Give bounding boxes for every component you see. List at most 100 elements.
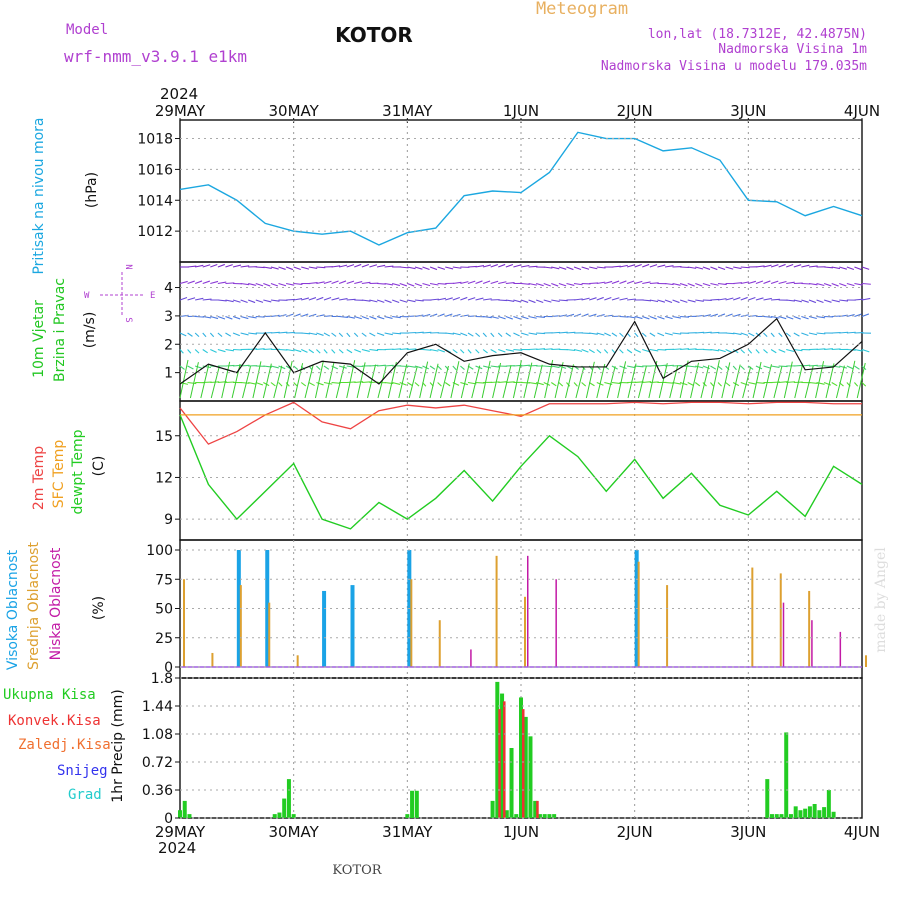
wind-barb	[225, 315, 233, 320]
wind-barb	[733, 297, 741, 301]
y-tick-label: 9	[164, 512, 173, 528]
wind-barb	[763, 364, 772, 399]
wind-barb	[543, 299, 552, 303]
wind-barb	[611, 297, 620, 301]
wind-barb	[316, 349, 321, 354]
precip-convective-bar	[536, 800, 539, 818]
wind-barb	[225, 332, 232, 337]
wind-barb	[721, 362, 731, 399]
wind-barb	[316, 365, 321, 371]
y-tick-label: 1014	[137, 193, 173, 209]
wind-barb	[225, 299, 234, 303]
wind-barb	[248, 315, 257, 319]
wind-barb	[672, 282, 681, 286]
wind-barb	[523, 362, 533, 399]
temperature-series	[179, 401, 863, 530]
wind-barb	[748, 296, 756, 301]
wind-barb	[839, 266, 847, 270]
wind-barb	[194, 365, 203, 369]
y-tick-label: 12	[155, 470, 173, 486]
wind-barb	[331, 297, 340, 301]
wind-barb	[490, 365, 500, 368]
wind-barb	[566, 266, 574, 271]
precip-total-bar	[272, 814, 277, 818]
model-elevation-label: Nadmorska Visina u modelu 179.035m	[601, 59, 867, 74]
wind-barb	[240, 332, 249, 336]
wind-barb	[642, 348, 650, 353]
precip-total-bar	[812, 804, 817, 818]
wind-barb	[513, 264, 522, 268]
wind-barb	[687, 348, 697, 351]
wind-barb	[589, 313, 597, 318]
wind-barb	[376, 332, 385, 336]
wind-barb	[240, 299, 248, 304]
precip-total-bar	[282, 798, 287, 818]
wind-barb	[293, 282, 303, 285]
wind-barb	[225, 381, 235, 384]
wind-barb	[217, 315, 226, 320]
wind-barb	[528, 299, 536, 304]
precip-unit: 1hr Precip (mm)	[110, 689, 126, 802]
wind-barb	[392, 315, 401, 319]
wind-barb	[384, 315, 393, 319]
wind-barb	[498, 263, 506, 268]
wind-barb	[725, 332, 735, 335]
temp-sfc-label: SFC Temp	[51, 440, 67, 509]
cloud-bar	[183, 579, 185, 667]
wind-barb	[581, 266, 590, 270]
wind-barb	[786, 348, 795, 353]
wind-barb	[339, 264, 348, 268]
wind-barb	[794, 363, 804, 399]
wind-barb	[346, 381, 356, 384]
wind-barb	[627, 363, 637, 399]
wind-barb	[422, 266, 430, 271]
wind-barb	[232, 364, 242, 367]
wind-barb	[825, 363, 835, 399]
wind-barb	[467, 265, 477, 268]
wind-barb	[232, 264, 242, 268]
wind-barb	[589, 266, 598, 270]
wind-barb	[664, 315, 673, 320]
wind-barb	[831, 315, 841, 318]
wind-barb	[717, 382, 722, 387]
wind-barb	[603, 349, 609, 354]
wind-barb	[399, 299, 408, 303]
wind-barb	[490, 315, 499, 319]
temp-label-group: 2m Temp SFC Temp dewpt Temp (C)	[31, 429, 107, 514]
wind-barb	[422, 365, 429, 370]
wind-barb	[422, 348, 432, 351]
cloud-bar	[438, 620, 441, 667]
wind-barb	[217, 299, 227, 302]
wind-barb	[450, 361, 460, 399]
wind-barb	[513, 348, 523, 351]
wind-barb	[202, 365, 212, 369]
wind-barb	[179, 359, 189, 399]
wind-barb	[391, 299, 400, 304]
precip-total-bar	[826, 790, 831, 818]
model-name: wrf-nmm_v3.9.1 e1km	[64, 47, 247, 66]
compass-rose: N S E W	[84, 264, 155, 322]
wind-barb	[575, 366, 585, 399]
wind-barb	[649, 381, 659, 384]
y-tick-label: 50	[155, 602, 173, 618]
wind-barb	[861, 282, 871, 285]
wind-barb	[354, 263, 362, 268]
wind-barb	[702, 314, 711, 318]
wind-barb	[505, 315, 513, 320]
wind-barb	[471, 365, 481, 399]
wind-barb	[861, 297, 871, 301]
precip-total-bar	[793, 806, 798, 818]
precip-total-bar	[504, 810, 509, 818]
wind-barb	[657, 264, 666, 268]
wind-barb	[308, 382, 315, 387]
wind-barb	[823, 381, 832, 386]
wind-barb	[763, 365, 772, 369]
time-tick-label-bottom: 29MAY	[155, 823, 206, 841]
wind-barb	[731, 364, 741, 399]
wind-barb	[604, 296, 612, 301]
wind-barb	[452, 332, 461, 336]
wind-barb	[831, 299, 840, 303]
precip-legend: Ukupna Kisa Konvek.Kisa Zaledj.Kisa Snij…	[3, 687, 126, 803]
cloud-bar	[265, 550, 270, 667]
wind-barb	[407, 266, 416, 270]
